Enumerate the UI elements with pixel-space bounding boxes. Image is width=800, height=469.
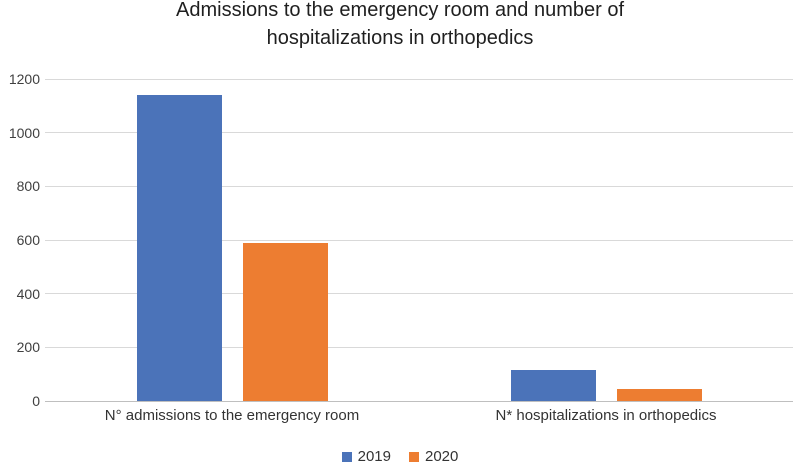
plot-area: [45, 78, 793, 402]
category-label: N* hospitalizations in orthopedics: [495, 407, 717, 424]
gridline: [45, 293, 793, 295]
y-axis-tick-label: 400: [16, 285, 40, 302]
legend-item-2020: 2020: [409, 448, 458, 465]
y-axis-tick-label: 1200: [8, 71, 40, 87]
chart-title: Admissions to the emergency room and num…: [176, 0, 624, 49]
y-axis-tick-label: 200: [16, 339, 40, 356]
legend-swatch-2020: [409, 451, 419, 462]
bar-2019-category-1: [510, 370, 596, 401]
legend-swatch-2019: [341, 451, 352, 462]
gridline: [45, 78, 793, 80]
legend-label: 2019: [357, 448, 391, 465]
legend: 2019 2020: [0, 448, 800, 465]
bar-2020-category-0: [242, 242, 328, 401]
category-label: N° admissions to the emergency room: [104, 407, 360, 424]
gridline: [45, 239, 793, 241]
bar-2019-category-0: [136, 95, 222, 401]
gridline: [45, 346, 793, 348]
y-axis-tick-label: 600: [16, 232, 40, 248]
gridline: [45, 132, 793, 134]
y-axis-tick-label: 0: [32, 393, 40, 409]
gridline: [45, 400, 793, 402]
y-axis-tick-label: 1000: [8, 124, 40, 141]
legend-item-2019: 2019: [341, 448, 391, 465]
y-axis-tick-label: 800: [16, 178, 40, 195]
gridline: [45, 185, 793, 187]
legend-label: 2020: [425, 448, 459, 465]
bar-2020-category-1: [616, 388, 702, 401]
